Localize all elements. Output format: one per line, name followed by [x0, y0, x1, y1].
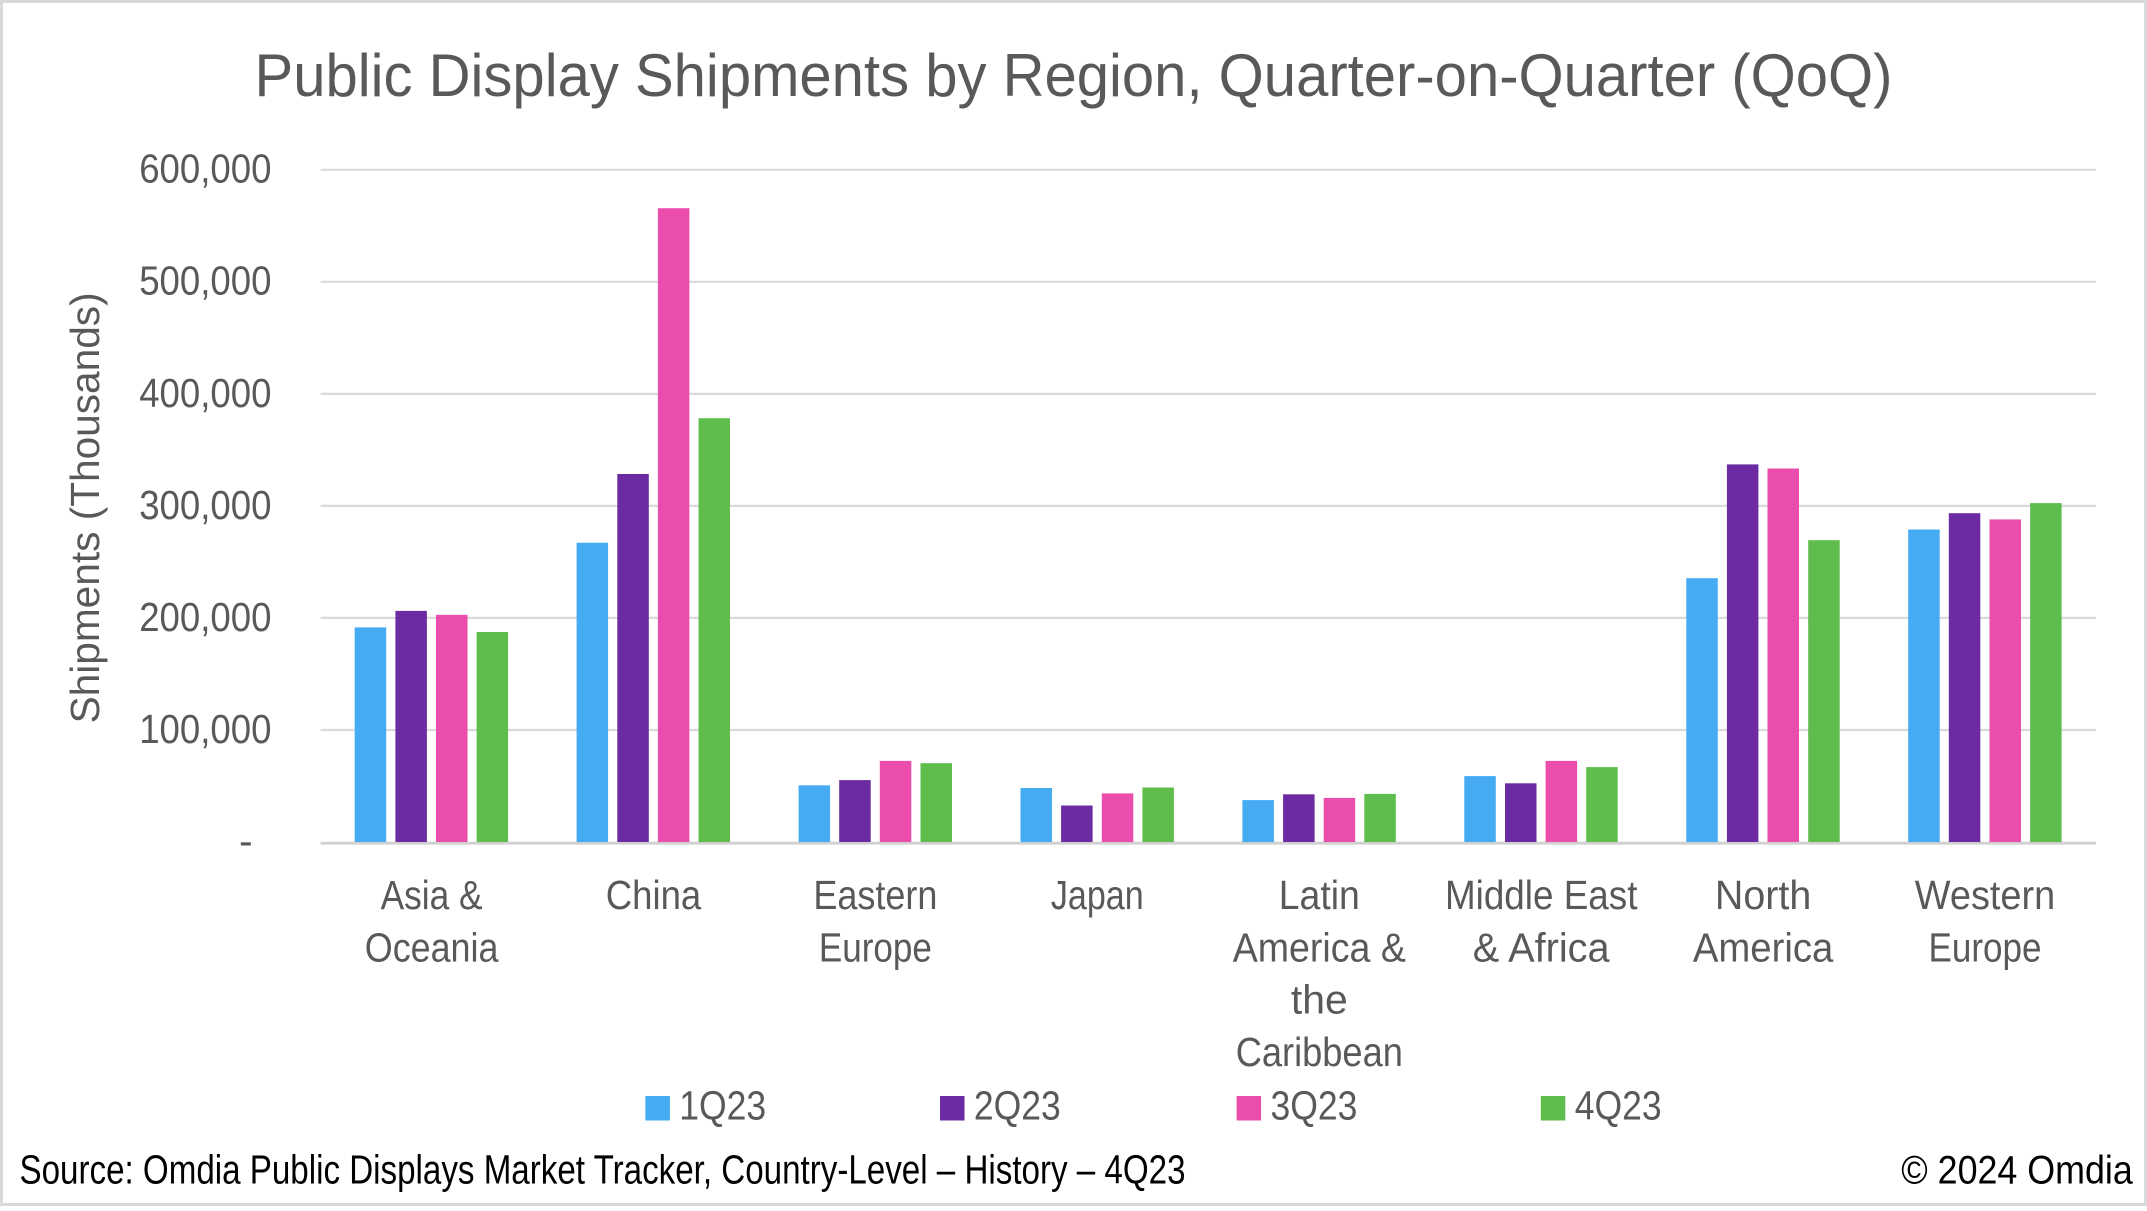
- svg-text:America &: America &: [1233, 924, 1406, 970]
- svg-text:Oceania: Oceania: [365, 924, 499, 970]
- svg-text:Japan: Japan: [1051, 872, 1144, 918]
- svg-text:3Q23: 3Q23: [1271, 1083, 1358, 1129]
- svg-text:Western: Western: [1915, 872, 2055, 918]
- svg-text:America: America: [1693, 924, 1834, 970]
- svg-text:200,000: 200,000: [139, 594, 271, 640]
- svg-text:China: China: [606, 872, 702, 918]
- svg-text:100,000: 100,000: [139, 706, 271, 752]
- svg-text:Public Display Shipments by Re: Public Display Shipments by Region, Quar…: [255, 42, 1893, 109]
- svg-text:2Q23: 2Q23: [974, 1083, 1061, 1129]
- svg-text:the: the: [1291, 977, 1348, 1023]
- svg-text:Asia &: Asia &: [381, 872, 483, 918]
- svg-text:Europe: Europe: [819, 924, 932, 970]
- svg-text:-: -: [239, 818, 253, 864]
- svg-text:1Q23: 1Q23: [679, 1083, 766, 1129]
- svg-text:North: North: [1715, 872, 1811, 918]
- svg-text:Source: Omdia Public Displays: Source: Omdia Public Displays Market Tra…: [20, 1146, 1186, 1192]
- svg-text:Latin: Latin: [1279, 872, 1360, 918]
- svg-text:Caribbean: Caribbean: [1236, 1029, 1403, 1075]
- svg-text:Europe: Europe: [1929, 924, 2042, 970]
- svg-text:Middle East: Middle East: [1445, 872, 1638, 918]
- svg-text:& Africa: & Africa: [1473, 924, 1610, 970]
- svg-text:© 2024 Omdia: © 2024 Omdia: [1901, 1149, 2133, 1193]
- svg-text:Shipments (Thousands): Shipments (Thousands): [62, 292, 108, 723]
- svg-text:Eastern: Eastern: [813, 872, 937, 918]
- svg-text:4Q23: 4Q23: [1575, 1083, 1662, 1129]
- svg-text:400,000: 400,000: [139, 370, 271, 416]
- svg-text:500,000: 500,000: [139, 258, 271, 304]
- svg-text:300,000: 300,000: [139, 482, 271, 528]
- svg-text:600,000: 600,000: [139, 146, 271, 192]
